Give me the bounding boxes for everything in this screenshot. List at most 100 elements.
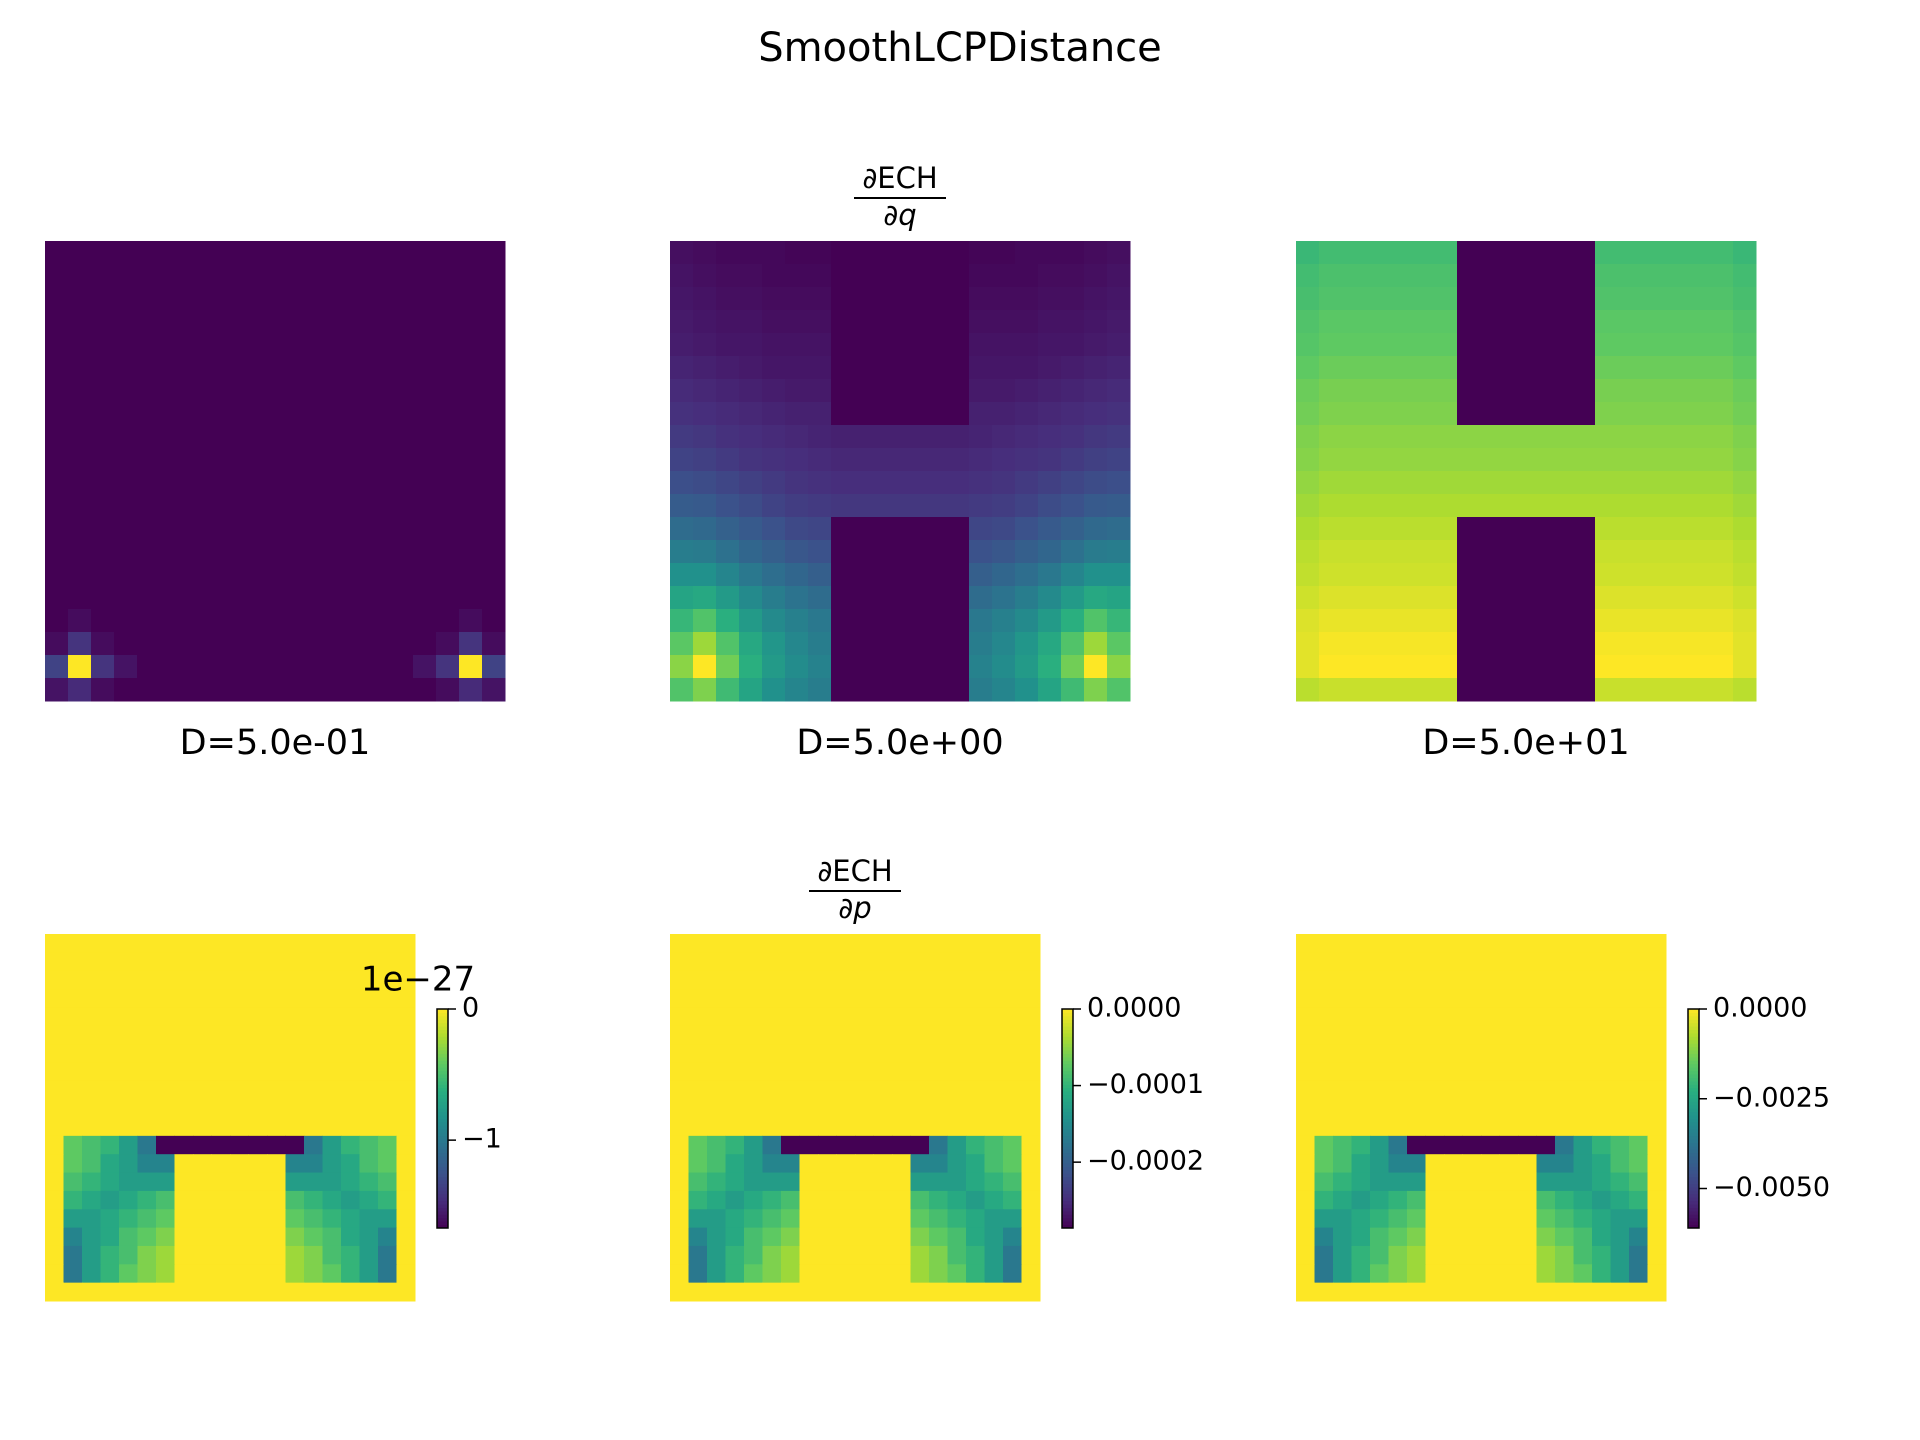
heatmap-cell xyxy=(1296,1154,1315,1174)
heatmap-cell xyxy=(1687,471,1711,495)
heatmap-cell xyxy=(321,517,345,541)
heatmap-cell xyxy=(1107,287,1131,311)
heatmap-cell xyxy=(322,1062,342,1082)
heatmap-cell xyxy=(285,1044,305,1063)
heatmap-cell xyxy=(396,1264,416,1284)
heatmap-cell xyxy=(229,563,253,587)
heatmap-cell xyxy=(1618,333,1642,357)
heatmap-cell xyxy=(1107,563,1131,587)
heatmap-cell xyxy=(670,989,689,1008)
heatmap-cell xyxy=(1351,1209,1371,1229)
heatmap-cell xyxy=(929,1264,948,1284)
heatmap-cell xyxy=(114,264,138,288)
heatmap-cell xyxy=(1618,471,1642,495)
heatmap-cell xyxy=(321,494,345,518)
heatmap-cell xyxy=(82,970,101,990)
heatmap-cell xyxy=(100,1044,120,1063)
heatmap-cell xyxy=(1480,471,1504,495)
heatmap-cell xyxy=(1572,655,1596,679)
heatmap-cell xyxy=(206,264,230,288)
heatmap-cell xyxy=(984,1264,1004,1284)
colorbar-segment xyxy=(1688,1128,1699,1133)
heatmap-cell xyxy=(183,632,207,656)
heatmap-cell xyxy=(1296,310,1320,334)
heatmap-cell xyxy=(923,655,947,679)
heatmap-cell xyxy=(1021,952,1041,972)
heatmap-cell xyxy=(1687,287,1711,311)
heatmap-cell xyxy=(1388,1282,1408,1302)
heatmap-cell xyxy=(322,1080,342,1100)
heatmap-cell xyxy=(1503,540,1527,564)
heatmap-cell xyxy=(855,1282,874,1302)
heatmap-cell xyxy=(1434,655,1458,679)
heatmap-cell xyxy=(459,310,483,334)
heatmap-cell xyxy=(160,678,184,702)
heatmap-cell xyxy=(137,333,161,357)
title-denominator: ∂p xyxy=(838,891,871,925)
heatmap-cell xyxy=(1425,1209,1445,1229)
heatmap-cell xyxy=(1480,379,1504,403)
heatmap-cell xyxy=(91,264,115,288)
heatmap-cell xyxy=(1388,287,1412,311)
colorbar-segment xyxy=(1688,1097,1699,1102)
heatmap-cell xyxy=(68,379,92,403)
heatmap-cell xyxy=(1314,1264,1334,1284)
heatmap-cell xyxy=(248,1044,268,1063)
heatmap-cell xyxy=(285,1025,305,1045)
heatmap-cell xyxy=(1592,1282,1611,1302)
heatmap-cell xyxy=(304,1007,323,1027)
heatmap-cell xyxy=(910,1282,930,1302)
heatmap-cell xyxy=(1296,1025,1315,1045)
heatmap-cell xyxy=(923,356,947,380)
heatmap-cell xyxy=(252,287,276,311)
heatmap-cell xyxy=(1021,1044,1041,1063)
heatmap-cell xyxy=(1647,1080,1667,1100)
heatmap-cell xyxy=(1555,1007,1574,1027)
heatmap-cell xyxy=(1411,678,1435,702)
heatmap-cell xyxy=(160,402,184,426)
heatmap-cell xyxy=(1351,1135,1371,1155)
heatmap-cell xyxy=(482,425,506,449)
heatmap-cell xyxy=(1296,287,1320,311)
colorbar-segment xyxy=(1688,1173,1699,1178)
heatmap-cell xyxy=(1462,1209,1482,1229)
heatmap-cell xyxy=(396,1172,416,1192)
heatmap-cell xyxy=(1388,264,1412,288)
heatmap-cell xyxy=(670,952,689,972)
heatmap-cell xyxy=(1462,952,1482,972)
heatmap-cell xyxy=(248,1190,268,1210)
heatmap-cell xyxy=(174,1062,194,1082)
heatmap-cell xyxy=(183,517,207,541)
heatmap-cell xyxy=(267,934,286,953)
colorbar-segment xyxy=(1062,1032,1073,1037)
heatmap-cell xyxy=(910,1044,930,1063)
heatmap-cell xyxy=(160,609,184,633)
heatmap-cell xyxy=(252,241,276,265)
heatmap-cell xyxy=(1499,1135,1519,1155)
heatmap-cell xyxy=(1021,1062,1041,1082)
heatmap-cell xyxy=(275,563,299,587)
heatmap-cell xyxy=(114,402,138,426)
heatmap-cell xyxy=(1061,586,1085,610)
heatmap-cell xyxy=(910,1135,930,1155)
heatmap-cell xyxy=(929,1245,948,1265)
heatmap-cell xyxy=(1296,586,1320,610)
heatmap-cell xyxy=(413,471,437,495)
heatmap-cell xyxy=(298,241,322,265)
heatmap-cell xyxy=(367,287,391,311)
heatmap-cell xyxy=(929,1025,948,1045)
heatmap-cell xyxy=(707,1099,726,1118)
heatmap-cell xyxy=(267,1245,286,1265)
heatmap-cell xyxy=(1333,1264,1352,1284)
heatmap-cell xyxy=(1107,540,1131,564)
heatmap-cell xyxy=(341,952,360,972)
heatmap-cell xyxy=(873,1099,893,1118)
heatmap-cell xyxy=(670,287,694,311)
heatmap-cell xyxy=(725,1245,745,1265)
heatmap-cell xyxy=(378,1080,397,1100)
heatmap-cell xyxy=(359,934,379,953)
heatmap-cell xyxy=(267,1117,286,1137)
heatmap-cell xyxy=(321,678,345,702)
heatmap-cell xyxy=(275,632,299,656)
colorbar-tick-label: 0.0000 xyxy=(1087,993,1181,1024)
